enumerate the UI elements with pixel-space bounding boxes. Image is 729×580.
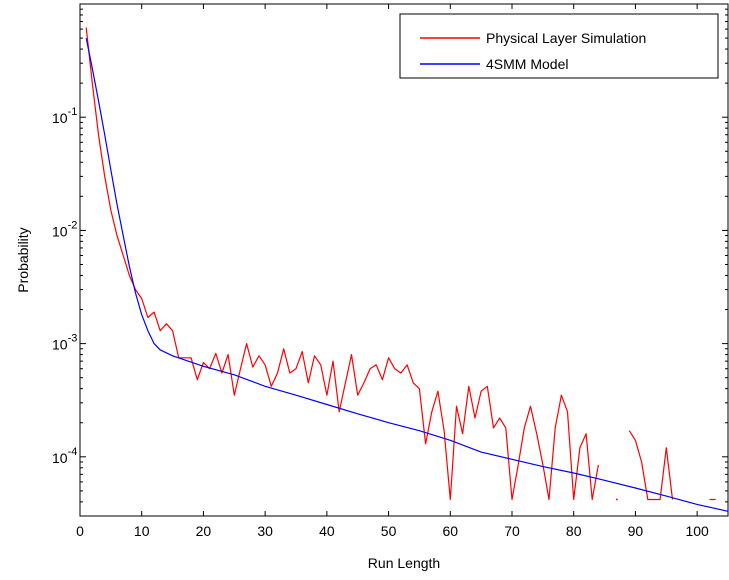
x-tick-label-100: 100 [685,523,709,539]
x-tick-label-30: 30 [257,523,273,539]
series-4smm-model-line-0 [85,37,729,512]
y-tick-label--4: 10-4 [52,446,77,466]
x-tick-label-10: 10 [134,523,150,539]
x-tick-label-50: 50 [381,523,397,539]
y-axis-label: Probability [15,227,31,292]
x-axis-label: Run Length [368,555,440,571]
x-tick-label-40: 40 [319,523,335,539]
series-physical-layer-simulation-point-1 [616,498,618,501]
x-tick-label-60: 60 [442,523,458,539]
x-tick-label-20: 20 [196,523,212,539]
legend-box [399,13,719,79]
series-physical-layer-simulation-line-2 [628,430,674,501]
legend-label-physical-layer: Physical Layer Simulation [486,30,646,46]
legend-label-4smm-model: 4SMM Model [486,56,568,72]
x-tick-label-90: 90 [628,523,644,539]
tick-layer: 0 10 20 30 40 50 60 70 80 90 100 10-1 10-2 10-3 10-4 [52,4,728,539]
series-layer [85,27,729,512]
x-tick-label-0: 0 [76,523,84,539]
legend: Physical Layer Simulation 4SMM Model [399,13,719,79]
x-tick-label-70: 70 [504,523,520,539]
y-tick-label--1: 10-1 [52,106,77,126]
y-tick-label--3: 10-3 [52,333,77,353]
y-tick-label--2: 10-2 [52,219,77,239]
series-physical-layer-simulation-line-0 [85,27,599,501]
x-tick-label-80: 80 [566,523,582,539]
plot-area [79,3,729,517]
